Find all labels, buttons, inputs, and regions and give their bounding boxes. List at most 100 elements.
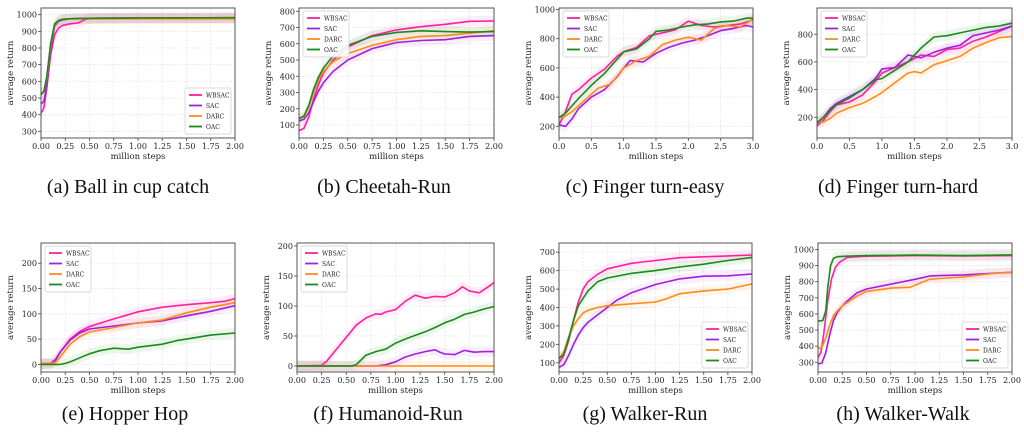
y-tick-label: 100 — [22, 310, 37, 319]
y-tick-label: 50 — [283, 332, 293, 341]
y-tick-label: 300 — [22, 127, 37, 136]
legend-label-darc: DARC — [723, 348, 742, 355]
y-tick-label: 600 — [280, 40, 295, 49]
line-oac — [559, 17, 753, 119]
y-tick-label: 500 — [540, 285, 555, 294]
band-wbsac — [297, 277, 494, 372]
band-sac — [559, 268, 752, 372]
x-tick-label: 0.00 — [550, 376, 568, 385]
y-tick-label: 1000 — [794, 245, 814, 254]
x-tick-label: 3.0 — [747, 142, 760, 151]
x-axis-label: million steps — [369, 152, 424, 162]
subplot-d: 0.0 0.5 1.0 1.5 2.0 2.5 3.0 200 400 600 800 million… — [782, 7, 1019, 162]
line-darc — [817, 35, 1012, 123]
legend-label-sac: SAC — [842, 26, 855, 33]
legend-box — [44, 245, 92, 293]
line-sac — [559, 24, 753, 128]
caption-g: (g) Walker-Run — [582, 403, 708, 425]
x-tick-label: 1.5 — [650, 142, 663, 151]
legend-label-wbsac: WBSAC — [322, 251, 346, 258]
band-sac — [817, 20, 1012, 128]
x-tick-label: 3.0 — [1006, 142, 1019, 151]
band-darc — [559, 13, 753, 123]
line-darc — [559, 18, 753, 119]
x-tick-label: 1.75 — [719, 376, 737, 385]
legend-box — [302, 10, 350, 58]
x-tick-label: 1.00 — [906, 376, 924, 385]
x-tick-label: 1.0 — [876, 142, 889, 151]
y-tick-label: 1000 — [17, 11, 37, 20]
legend-label-oac: OAC — [723, 358, 737, 365]
legend-label-sac: SAC — [324, 26, 337, 33]
legend-label-wbsac: WBSAC — [723, 327, 747, 334]
y-tick-label: 0 — [32, 360, 37, 369]
y-tick-label: 400 — [799, 342, 814, 351]
legend-label-oac: OAC — [983, 358, 997, 365]
legend-label-darc: DARC — [324, 37, 343, 44]
y-tick-label: 700 — [540, 248, 555, 257]
x-tick-label: 0.00 — [809, 376, 827, 385]
legend-label-sac: SAC — [322, 261, 335, 268]
line-sac — [818, 271, 1012, 365]
legend-label-wbsac: WBSAC — [842, 16, 866, 23]
subplot-e: 0.00 0.25 0.50 0.75 1.00 1.25 1.50 1.75 2.00 0 50 1… — [6, 242, 244, 396]
series-group — [817, 18, 1012, 131]
x-tick-label: 2.5 — [973, 142, 986, 151]
legend-box — [184, 87, 232, 135]
subplot-a: 0.00 0.25 0.50 0.75 1.00 1.25 1.50 1.75 2.00 300 4… — [6, 7, 244, 162]
legend-label-darc: DARC — [322, 272, 341, 279]
legend-label-wbsac: WBSAC — [584, 16, 608, 23]
legend-label-oac: OAC — [842, 47, 856, 54]
legend-box — [961, 321, 1009, 369]
legend-label-sac: SAC — [206, 103, 219, 110]
legend-box — [701, 321, 749, 369]
legend-label-wbsac: WBSAC — [206, 93, 230, 100]
line-oac — [41, 332, 235, 366]
x-tick-label: 1.50 — [955, 376, 973, 385]
y-tick-label: 150 — [278, 272, 293, 281]
y-tick-label: 400 — [540, 304, 555, 313]
x-axis-label: million steps — [888, 386, 943, 396]
y-tick-label: 150 — [22, 285, 37, 294]
y-tick-label: 400 — [540, 93, 555, 102]
series-group — [297, 277, 494, 372]
x-tick-label: 2.00 — [1003, 376, 1021, 385]
legend-label-wbsac: WBSAC — [983, 327, 1007, 334]
caption-f: (f) Humanoid-Run — [313, 403, 463, 425]
x-tick-label: 1.75 — [460, 376, 478, 385]
x-tick-label: 2.00 — [485, 376, 503, 385]
x-axis-label: million steps — [368, 386, 423, 396]
y-tick-label: 800 — [540, 35, 555, 44]
line-oac — [559, 256, 752, 359]
y-tick-label: 300 — [280, 89, 295, 98]
x-tick-label: 1.25 — [411, 376, 429, 385]
x-tick-label: 0.75 — [362, 376, 380, 385]
legend: WBSAC SAC DARC OAC — [44, 245, 92, 293]
y-tick-label: 100 — [278, 302, 293, 311]
y-tick-label: 0 — [288, 362, 293, 371]
legend: WBSAC SAC DARC OAC — [820, 10, 868, 58]
x-tick-label: 0.50 — [858, 376, 876, 385]
x-axis-label: million steps — [111, 386, 166, 396]
caption-a: (a) Ball in cup catch — [46, 176, 210, 198]
x-tick-label: 1.00 — [129, 142, 147, 151]
x-tick-label: 1.00 — [647, 376, 665, 385]
x-tick-label: 2.00 — [226, 376, 244, 385]
legend: WBSAC SAC DARC OAC — [701, 321, 749, 369]
x-tick-label: 1.75 — [979, 376, 997, 385]
x-tick-label: 1.50 — [436, 142, 454, 151]
y-axis-label: average return — [783, 275, 793, 340]
y-tick-label: 700 — [799, 294, 814, 303]
legend: WBSAC SAC DARC OAC — [961, 321, 1009, 369]
x-tick-label: 0.25 — [56, 142, 74, 151]
y-tick-label: 600 — [540, 64, 555, 73]
x-tick-label: 1.25 — [153, 376, 171, 385]
legend-label-oac: OAC — [322, 282, 336, 289]
band-oac — [559, 252, 752, 364]
y-tick-label: 500 — [280, 56, 295, 65]
x-axis-label: million steps — [111, 152, 166, 162]
legend-label-wbsac: WBSAC — [66, 251, 90, 258]
subplot-g: 0.00 0.25 0.50 0.75 1.00 1.25 1.50 1.75 2.00 100 2… — [524, 242, 761, 396]
line-oac — [817, 22, 1012, 124]
band-sac — [299, 30, 494, 127]
